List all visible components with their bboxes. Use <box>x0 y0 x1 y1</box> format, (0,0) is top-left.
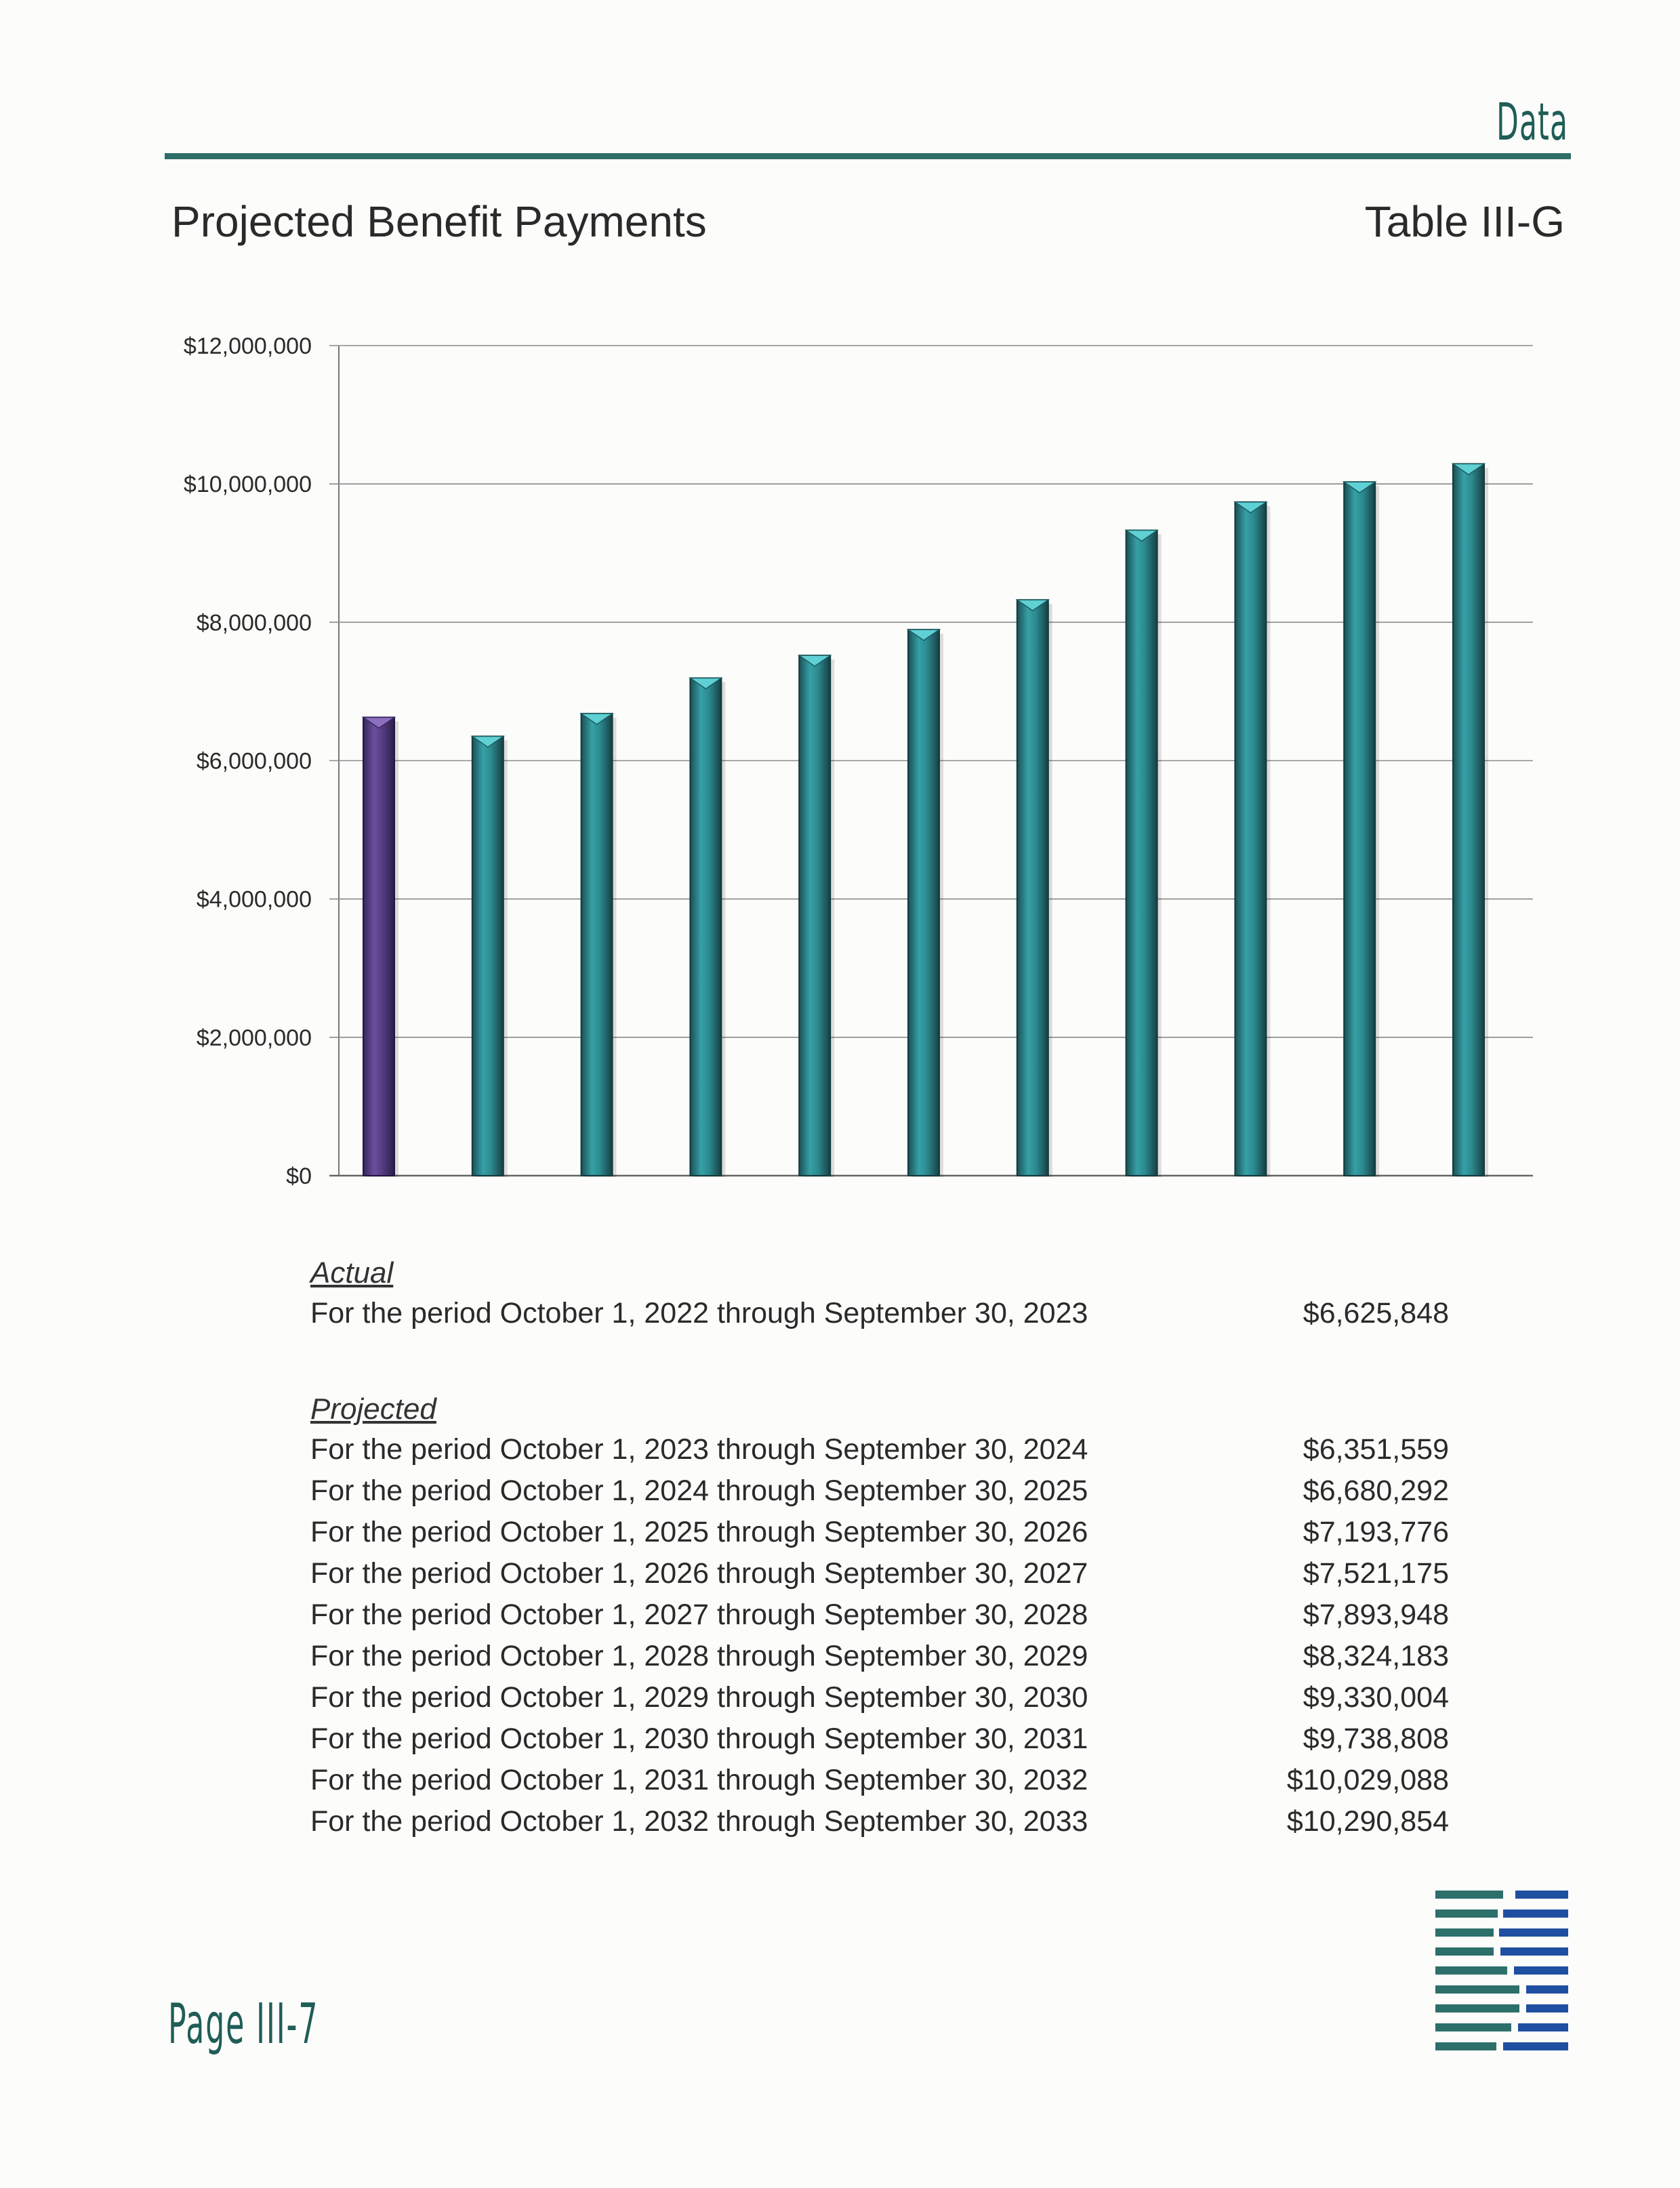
bar-cap <box>906 629 941 642</box>
bar-body <box>580 713 613 1176</box>
period-label: For the period October 1, 2028 through S… <box>310 1640 1088 1672</box>
period-amount: $7,193,776 <box>1303 1516 1449 1548</box>
period-amount: $8,324,183 <box>1303 1640 1449 1672</box>
bar-body <box>1343 481 1376 1176</box>
bar-cap <box>470 735 506 748</box>
bar-projected <box>1124 529 1162 1177</box>
payments-list: Actual For the period October 1, 2022 th… <box>310 1254 1449 1842</box>
period-amount: $6,351,559 <box>1303 1433 1449 1466</box>
period-label: For the period October 1, 2024 through S… <box>310 1474 1088 1507</box>
bar-cap <box>1015 599 1050 612</box>
period-label: For the period October 1, 2032 through S… <box>310 1805 1088 1838</box>
bar-body <box>471 735 504 1176</box>
bar-cap <box>1342 481 1377 494</box>
bar-projected <box>579 713 617 1177</box>
projected-row: For the period October 1, 2023 through S… <box>310 1429 1449 1470</box>
period-amount: $6,680,292 <box>1303 1474 1449 1507</box>
bar-body <box>1452 463 1485 1176</box>
benefit-payments-chart: $0 $2,000,000 $4,000,000 $6,000,000 $8,000,0… <box>184 333 1533 1189</box>
bar-projected <box>1015 599 1052 1177</box>
bar-cap <box>579 713 614 725</box>
logo-stripes-teal <box>1435 1891 1519 2050</box>
projected-row: For the period October 1, 2027 through S… <box>310 1594 1449 1636</box>
bar-projected <box>797 655 835 1177</box>
y-tick-label: $8,000,000 <box>197 610 312 636</box>
bar-body <box>1125 529 1158 1176</box>
period-amount: $7,893,948 <box>1303 1598 1449 1631</box>
bar-cap <box>797 655 832 667</box>
period-amount: $10,029,088 <box>1286 1764 1449 1796</box>
period-label: For the period October 1, 2022 through S… <box>310 1297 1088 1329</box>
table-id: Table III-G <box>1364 197 1565 246</box>
projected-row: For the period October 1, 2032 through S… <box>310 1801 1449 1842</box>
period-label: For the period October 1, 2026 through S… <box>310 1557 1088 1590</box>
projected-row: For the period October 1, 2024 through S… <box>310 1470 1449 1512</box>
bar-cap <box>1233 501 1268 514</box>
projected-row: For the period October 1, 2031 through S… <box>310 1760 1449 1801</box>
period-label: For the period October 1, 2025 through S… <box>310 1516 1088 1548</box>
y-tick-label: $10,000,000 <box>184 472 312 497</box>
y-tick-label: $6,000,000 <box>197 749 312 775</box>
bar-body <box>363 716 395 1176</box>
bar-projected <box>1342 481 1380 1177</box>
bar-body <box>798 655 832 1176</box>
y-tick-label: $12,000,000 <box>184 333 312 359</box>
y-tick-label: $4,000,000 <box>197 887 312 913</box>
projected-row: For the period October 1, 2028 through S… <box>310 1636 1449 1677</box>
company-logo <box>1435 1891 1568 2050</box>
bar-projected <box>906 629 943 1177</box>
section-label: Data <box>1496 91 1568 152</box>
y-tick-label: $0 <box>286 1163 312 1189</box>
projected-heading: Projected <box>310 1392 436 1426</box>
bar-body <box>907 629 940 1176</box>
period-label: For the period October 1, 2029 through S… <box>310 1681 1088 1714</box>
projected-row: For the period October 1, 2026 through S… <box>310 1553 1449 1594</box>
period-label: For the period October 1, 2030 through S… <box>310 1722 1088 1755</box>
period-amount: $7,521,175 <box>1303 1557 1449 1590</box>
bar-cap <box>1451 463 1486 476</box>
projected-row: For the period October 1, 2029 through S… <box>310 1677 1449 1718</box>
logo-stripes-blue <box>1499 1891 1568 2050</box>
actual-row: For the period October 1, 2022 through S… <box>310 1293 1449 1334</box>
period-amount: $9,330,004 <box>1303 1681 1449 1714</box>
bar-projected <box>689 677 726 1177</box>
projected-row: For the period October 1, 2025 through S… <box>310 1512 1449 1553</box>
page-title: Projected Benefit Payments <box>171 197 707 246</box>
bar-actual <box>361 716 398 1177</box>
bar-projected <box>470 735 508 1177</box>
header-rule <box>165 153 1571 159</box>
actual-heading: Actual <box>310 1256 394 1289</box>
period-amount: $10,290,854 <box>1286 1805 1449 1838</box>
bar-body <box>1234 501 1267 1176</box>
bar-cap <box>361 716 396 729</box>
period-label: For the period October 1, 2027 through S… <box>310 1598 1088 1631</box>
bar-body <box>689 677 722 1176</box>
period-amount: $9,738,808 <box>1303 1722 1449 1755</box>
bar-cap <box>1124 529 1159 542</box>
period-label: For the period October 1, 2031 through S… <box>310 1764 1088 1796</box>
page-number: Page III-7 <box>168 1992 319 2057</box>
y-tick-label: $2,000,000 <box>197 1025 312 1051</box>
period-amount: $6,625,848 <box>1303 1297 1449 1329</box>
bar-body <box>1016 599 1049 1176</box>
period-label: For the period October 1, 2023 through S… <box>310 1433 1088 1466</box>
bar-cap <box>689 677 723 690</box>
bar-projected <box>1233 501 1271 1177</box>
bar-projected <box>1451 463 1488 1177</box>
projected-row: For the period October 1, 2030 through S… <box>310 1718 1449 1760</box>
